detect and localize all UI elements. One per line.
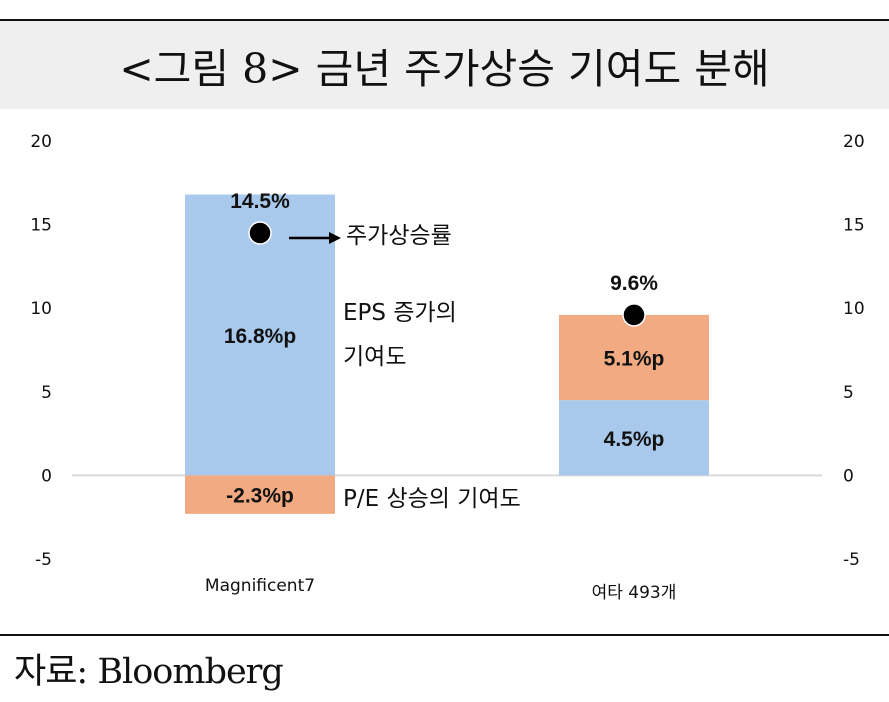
bar-segment	[559, 314, 709, 401]
category-label: 여타 493개	[592, 583, 677, 603]
annotation-eps-line2: 기여도	[343, 344, 406, 370]
top-rule	[0, 19, 889, 21]
bar-value-label: 5.1%p	[604, 348, 665, 371]
annotation-pe: P/E 상승의 기여도	[343, 486, 521, 512]
bar-value-label: 16.8%p	[224, 325, 296, 348]
stacked-bar-chart: 20 15 10 5 0 -5 20 15 10 5 0 -5 16.8%p -2.3%p 4.5%p 5…	[30, 132, 865, 603]
category-labels: Magnificent7 여타 493개	[205, 576, 676, 603]
left-tick-label: 15	[30, 216, 52, 236]
left-axis-ticks: 20 15 10 5 0 -5	[30, 132, 52, 570]
bar-segment	[559, 400, 709, 476]
left-tick-label: 0	[41, 466, 52, 486]
left-tick-label: 20	[30, 132, 52, 152]
total-marker-dot	[622, 303, 646, 327]
arrow-head-icon	[329, 232, 341, 244]
source-note: 자료: Bloomberg	[14, 652, 284, 692]
right-tick-label: 0	[843, 466, 854, 486]
category-label: Magnificent7	[205, 576, 315, 596]
bar-value-label: -2.3%p	[226, 485, 294, 508]
total-markers: 14.5% 9.6%	[230, 190, 658, 327]
right-tick-label: 10	[843, 299, 865, 319]
right-tick-label: -5	[843, 550, 860, 570]
bar-segment	[185, 475, 335, 514]
annotation-eps-line1: EPS 증가의	[343, 300, 457, 326]
title-band: <그림 8> 금년 주가상승 기여도 분해	[0, 21, 889, 109]
annotation-price-rise: 주가상승률	[346, 223, 452, 249]
total-value-label: 14.5%	[230, 190, 290, 213]
right-tick-label: 15	[843, 216, 865, 236]
total-value-label: 9.6%	[610, 272, 658, 295]
right-tick-label: 20	[843, 132, 865, 152]
left-tick-label: 5	[41, 383, 52, 403]
segment-labels: 16.8%p -2.3%p 4.5%p 5.1%p	[224, 325, 665, 508]
left-tick-label: 10	[30, 299, 52, 319]
bar-value-label: 4.5%p	[604, 428, 665, 451]
total-marker-dot	[248, 221, 272, 245]
chart-title: <그림 8> 금년 주가상승 기여도 분해	[119, 45, 770, 93]
left-tick-label: -5	[35, 550, 52, 570]
right-axis-ticks: 20 15 10 5 0 -5	[843, 132, 865, 570]
right-tick-label: 5	[843, 383, 854, 403]
bottom-rule	[0, 634, 889, 636]
